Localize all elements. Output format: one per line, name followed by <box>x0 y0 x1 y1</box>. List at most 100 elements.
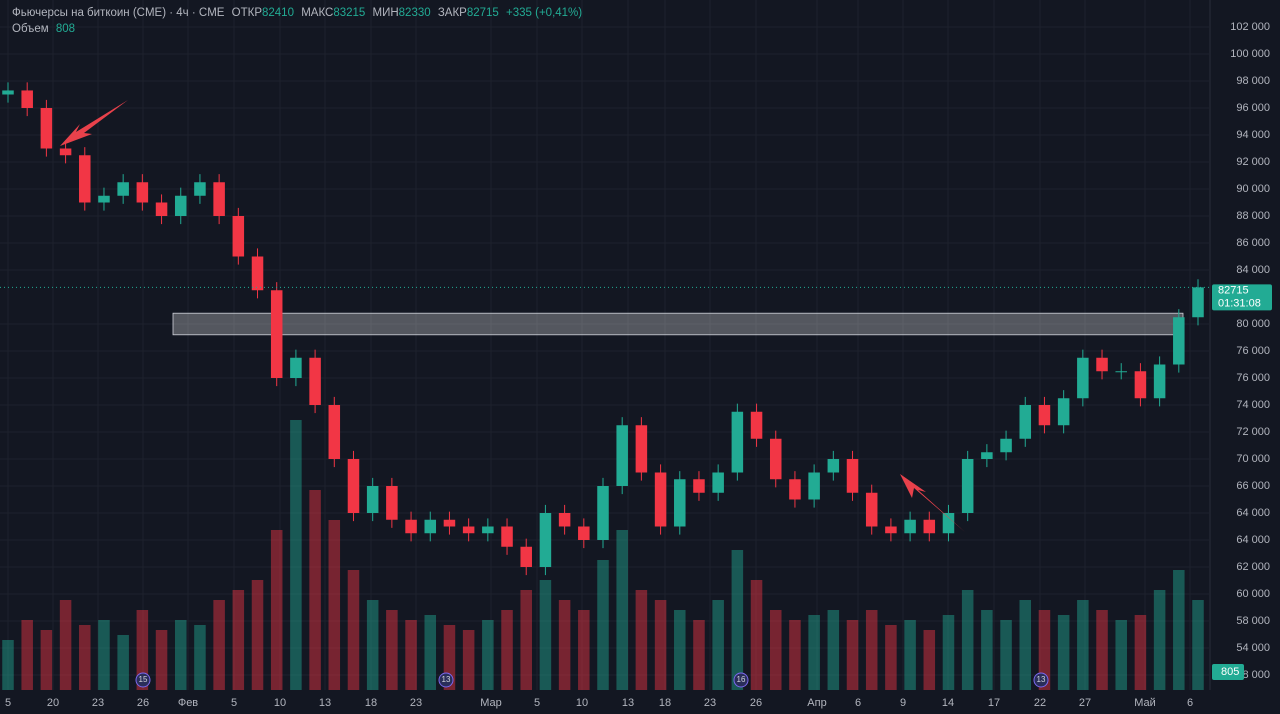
price-tag-bg <box>1212 284 1272 311</box>
volume-bar <box>1000 620 1012 690</box>
x-tick-label: 20 <box>47 697 59 709</box>
candle-body <box>961 459 974 513</box>
candle-body <box>501 526 513 547</box>
high-value: 83215 <box>333 7 365 19</box>
close-value: 82715 <box>467 7 499 19</box>
candle-body <box>1173 317 1185 365</box>
zone <box>172 312 1184 336</box>
event-label: 16 <box>737 675 746 684</box>
volume-bar <box>1173 570 1185 690</box>
x-tick-label: Фев <box>178 697 198 709</box>
y-tick-label: 72 000 <box>1236 426 1270 438</box>
y-tick-label: 102 000 <box>1230 21 1270 33</box>
marks <box>0 82 1210 690</box>
volume-bar <box>1134 615 1147 690</box>
y-tick-label: 88 000 <box>1236 210 1270 222</box>
event-label: 15 <box>139 675 148 684</box>
event-badge <box>438 672 454 688</box>
candle-body <box>616 425 628 486</box>
volume-bar <box>769 610 782 690</box>
x-tick-label: 5 <box>231 697 237 709</box>
x-tick-label: 18 <box>659 697 671 709</box>
high-label: МАКС <box>301 7 333 19</box>
x-tick-label: 22 <box>1034 697 1046 709</box>
volume-bar <box>136 610 149 690</box>
candle-body <box>808 472 820 500</box>
change: +335 (+0,41%) <box>506 7 582 19</box>
y-tick-label: 74 000 <box>1236 399 1270 411</box>
x-tick-label: 13 <box>622 697 634 709</box>
volume-bar <box>443 625 456 690</box>
volume-bar <box>155 630 168 690</box>
candle-body <box>827 459 840 473</box>
y-tick-label: 76 000 <box>1236 345 1270 357</box>
candle-body <box>136 182 149 203</box>
volume-bar <box>424 615 437 690</box>
volume-bar <box>1019 600 1032 690</box>
volume-bar <box>98 620 110 690</box>
candle-body <box>1077 357 1089 399</box>
candle-body <box>117 182 129 196</box>
volume-bar <box>846 620 859 690</box>
volume-bar <box>635 590 648 690</box>
candle-body <box>750 411 763 439</box>
candle-body <box>1019 405 1032 439</box>
candle-body <box>194 182 206 196</box>
volume-bar <box>558 600 571 690</box>
candle-body <box>1192 287 1204 318</box>
candle-body <box>232 216 245 257</box>
x-tick-label: 26 <box>750 697 762 709</box>
event-badge <box>135 672 151 688</box>
x-tick-label: 26 <box>137 697 149 709</box>
candle-body <box>482 526 494 534</box>
candle-body <box>520 546 532 567</box>
candle-body <box>885 526 897 534</box>
x-tick-label: 14 <box>942 697 954 709</box>
x-tick-label: 5 <box>534 697 540 709</box>
header: Фьючерсы на биткоин (CME) · 4ч · CME ОТК… <box>12 7 582 19</box>
volume-bar <box>1153 590 1166 690</box>
event-label: 13 <box>442 675 451 684</box>
candle-body <box>635 425 648 473</box>
volume-bar <box>654 600 667 690</box>
volume-bar <box>1077 600 1089 690</box>
candle-body <box>443 519 456 527</box>
candle-body <box>942 513 955 534</box>
candle-body <box>79 155 91 203</box>
volume-bar <box>462 630 475 690</box>
instrument-title: Фьючерсы на биткоин (CME) · 4ч · CME <box>12 7 225 19</box>
volume-bar <box>827 610 840 690</box>
y-tick-label: 62 000 <box>1236 561 1270 573</box>
candle-body <box>769 438 782 480</box>
volume-bar <box>1096 610 1108 690</box>
x-tick-label: 6 <box>855 697 861 709</box>
y-tick-label: 66 000 <box>1236 480 1270 492</box>
candle-body <box>21 90 33 108</box>
y-tick-label: 58 000 <box>1236 615 1270 627</box>
x-tick-label: Мар <box>480 697 502 709</box>
candle-body <box>674 479 686 527</box>
arrows <box>60 100 965 532</box>
volume-bar <box>59 600 72 690</box>
y-tick-label: 92 000 <box>1236 156 1270 168</box>
x-tick-label: 10 <box>576 697 588 709</box>
y-tick-label: 54 000 <box>1236 642 1270 654</box>
event-badge <box>733 672 749 688</box>
event-badge <box>1033 672 1049 688</box>
volume-bar <box>213 600 225 690</box>
volume-bar <box>731 550 744 690</box>
volume-bar <box>1057 615 1070 690</box>
y-tick-label: 84 000 <box>1236 264 1270 276</box>
y-tick-label: 86 000 <box>1236 237 1270 249</box>
candle-body <box>2 90 14 95</box>
volume-bar <box>2 640 14 690</box>
volume-bar <box>578 610 590 690</box>
candle-body <box>693 479 705 493</box>
candle-body <box>1115 371 1127 373</box>
volume-bar <box>961 590 974 690</box>
volume-bar <box>1115 620 1127 690</box>
candle-body <box>366 486 379 513</box>
countdown: 01:31:08 <box>1218 297 1261 309</box>
open-label: ОТКР <box>232 7 263 19</box>
